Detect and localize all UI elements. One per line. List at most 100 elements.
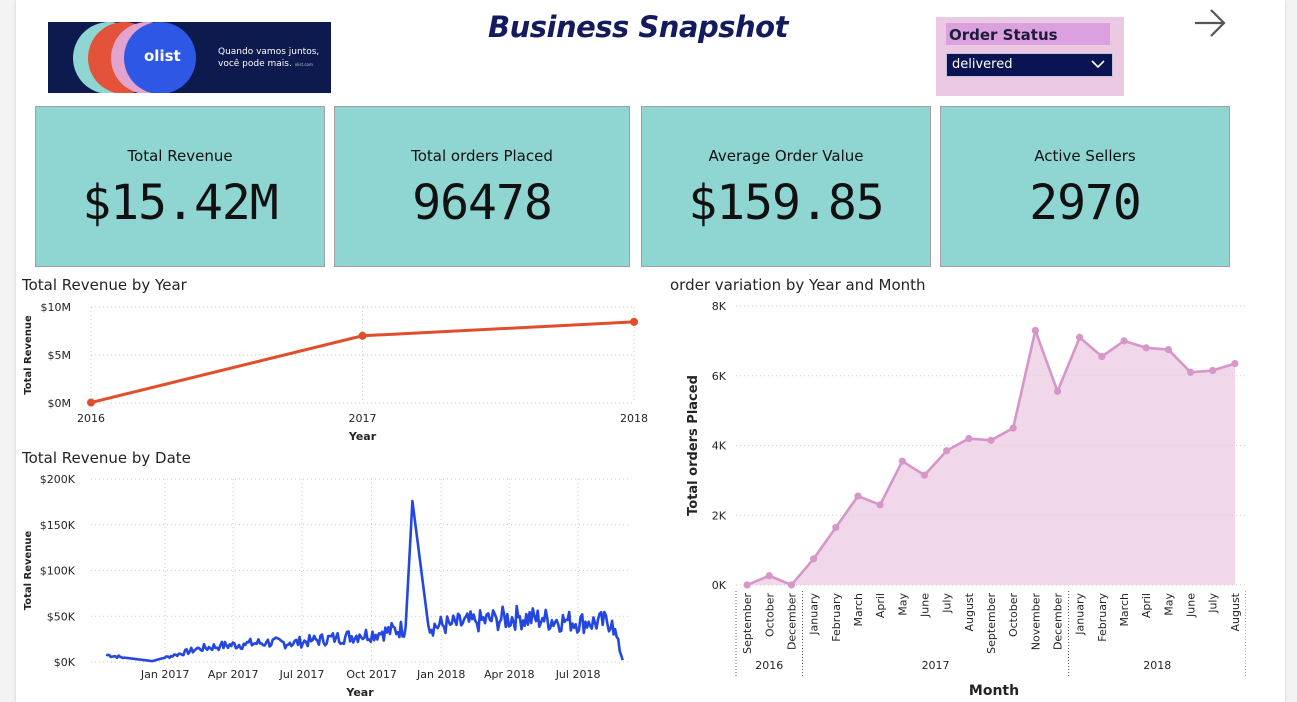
month-tick-label: February [1096,593,1109,642]
data-point [1120,337,1128,345]
x-tick-label: 2017 [349,412,377,425]
month-tick-label: December [1052,593,1065,651]
x-tick-label: Apr 2018 [484,668,535,681]
dropdown-selected-value: delivered [952,57,1013,72]
kpi-card-active-sellers: Active Sellers 2970 [940,106,1230,267]
data-point [1076,333,1084,341]
kpi-value: $159.85 [688,175,884,231]
month-tick-label: June [1185,593,1198,618]
month-tick-label: July [1207,593,1220,614]
data-point [987,436,995,444]
y-tick-label: $0K [54,656,76,669]
data-point [1142,344,1150,352]
page-title: Business Snapshot [488,10,788,44]
y-tick-label: $50K [47,610,76,623]
data-point [765,572,773,580]
month-tick-label: May [896,593,909,616]
y-tick-label: $10M [41,301,72,314]
data-point [358,331,367,340]
revenue-by-year-title: Total Revenue by Year [22,276,187,294]
orders-by-month-chart: 0K 2K 4K 6K 8K September October December Januar… [686,300,1246,699]
data-point [1209,366,1217,375]
month-tick-label: September [741,593,754,654]
kpi-card-total-orders: Total orders Placed 96478 [334,106,630,267]
x-axis-title: Year [348,430,377,443]
data-point [87,398,95,407]
data-point [787,581,796,589]
data-point [920,471,929,479]
month-tick-label: January [808,593,821,636]
x-tick-label: Jul 2017 [279,668,325,681]
olist-logo: olist Quando vamos juntos, você pode mai… [48,22,331,93]
data-point [943,447,951,455]
kpi-label: Active Sellers [1034,147,1136,165]
x-tick-label: Jan 2018 [416,668,465,681]
kpi-label: Total orders Placed [411,147,553,165]
month-tick-label: September [985,593,998,654]
data-point [1053,387,1062,396]
data-point [1186,368,1195,376]
data-point [1231,359,1239,368]
data-point [1164,345,1172,354]
revenue-by-date-chart: $0K $50K $100K $150K $200K Jan 2017 Apr 2017 Ju… [23,473,628,699]
month-tick-label: December [785,593,798,651]
month-tick-label: June [918,593,931,618]
month-tick-label: February [830,593,843,642]
data-point [832,523,840,532]
data-point [965,434,973,443]
kpi-value: 96478 [412,175,553,231]
kpi-value: 2970 [1029,175,1142,231]
month-tick-label: March [1118,593,1131,627]
y-tick-label: $150K [40,519,76,532]
y-tick-label: 6K [712,370,727,383]
data-point [898,457,906,465]
report-canvas: olist Quando vamos juntos, você pode mai… [16,0,1285,702]
month-tick-label: April [874,593,887,618]
data-point [854,492,862,500]
month-tick-label: July [941,593,954,614]
year-group-label: 2016 [755,659,783,672]
arrow-right-icon[interactable] [1192,6,1228,44]
x-axis-title: Year [345,686,374,699]
year-group-label: 2018 [1143,659,1171,672]
order-status-dropdown[interactable]: delivered [946,53,1113,77]
y-tick-label: $5M [48,349,72,362]
month-tick-label: January [1074,593,1087,636]
y-tick-label: 4K [712,440,727,453]
series-area [747,330,1235,585]
y-tick-label: $100K [40,565,76,578]
logo-tagline-line-2: você pode mais. olist.com [218,58,319,71]
y-tick-label: $200K [40,473,76,486]
x-tick-label: Oct 2017 [346,668,397,681]
y-tick-label: 0K [712,579,727,592]
revenue-by-year-chart: $0M $5M $10M 2016 2017 2018 Year Total Revenue [23,301,648,443]
data-point [630,317,638,326]
data-point [810,555,818,563]
kpi-card-total-revenue: Total Revenue $15.42M [35,106,325,267]
data-point [1098,352,1106,361]
orders-by-month-title: order variation by Year and Month [670,276,926,294]
kpi-value: $15.42M [82,175,278,231]
month-tick-label: August [1229,592,1242,631]
data-point [1031,326,1039,335]
kpi-label: Average Order Value [708,147,864,165]
data-point [1009,424,1017,432]
month-tick-label: May [1162,593,1175,616]
x-axis-title: Month [969,683,1019,699]
month-tick-label: October [1007,593,1020,637]
y-axis-title: Total Revenue [23,315,34,395]
revenue-by-date-title: Total Revenue by Date [22,449,191,467]
series-line [105,499,624,663]
month-tick-label: November [1029,593,1042,651]
logo-tagline-line-1: Quando vamos juntos, [218,47,320,57]
x-tick-label: 2016 [77,412,105,425]
year-group-label: 2017 [922,659,950,672]
y-tick-label: 8K [712,300,727,313]
logo-circle-blue [124,22,196,93]
month-tick-label: March [852,593,865,627]
y-tick-label: 2K [712,509,727,522]
logo-wordmark: olist [144,47,181,65]
y-tick-label: $0M [48,397,72,410]
month-tick-label: October [763,593,776,637]
data-point [743,581,751,589]
